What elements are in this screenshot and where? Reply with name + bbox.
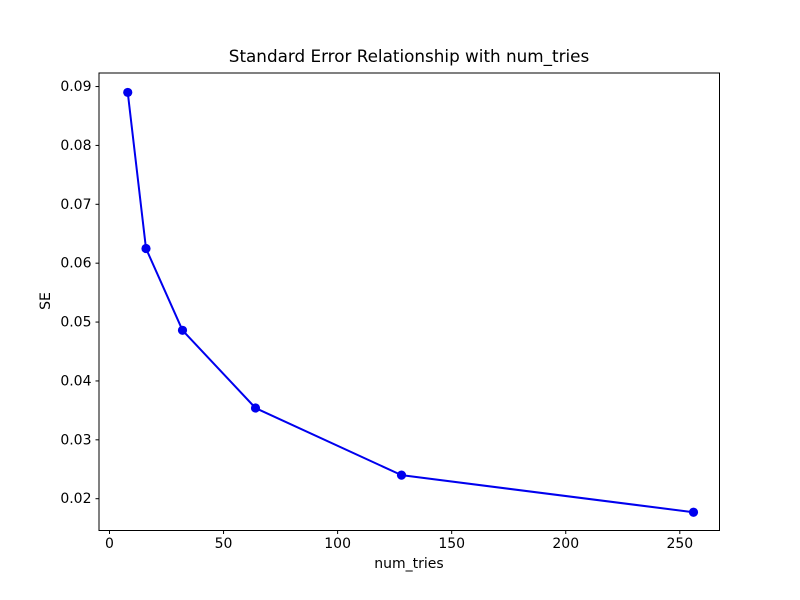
y-tick-label: 0.09 <box>60 79 91 95</box>
chart-title: Standard Error Relationship with num_tri… <box>228 46 590 66</box>
data-point <box>250 403 261 413</box>
y-tick-label: 0.08 <box>60 138 91 154</box>
axes-frame <box>98 72 720 531</box>
y-tick-label: 0.04 <box>60 373 91 389</box>
x-tick-label: 100 <box>324 536 351 552</box>
y-tick-label: 0.03 <box>60 432 91 448</box>
y-tick-label: 0.02 <box>60 491 91 507</box>
x-tick-label: 50 <box>215 536 233 552</box>
x-tick-label: 0 <box>105 536 114 552</box>
y-tick-label: 0.05 <box>60 315 91 331</box>
data-line <box>126 91 695 514</box>
y-tick-label: 0.07 <box>60 197 91 213</box>
data-point <box>177 325 188 335</box>
data-point <box>688 507 699 517</box>
x-axis-label: num_tries <box>374 556 444 572</box>
x-tick-label: 250 <box>666 536 693 552</box>
x-tick-label: 200 <box>552 536 579 552</box>
data-point <box>396 470 407 480</box>
x-tick-label: 150 <box>438 536 465 552</box>
y-tick-label: 0.06 <box>60 256 91 272</box>
data-point <box>141 243 151 254</box>
data-point <box>123 87 133 98</box>
